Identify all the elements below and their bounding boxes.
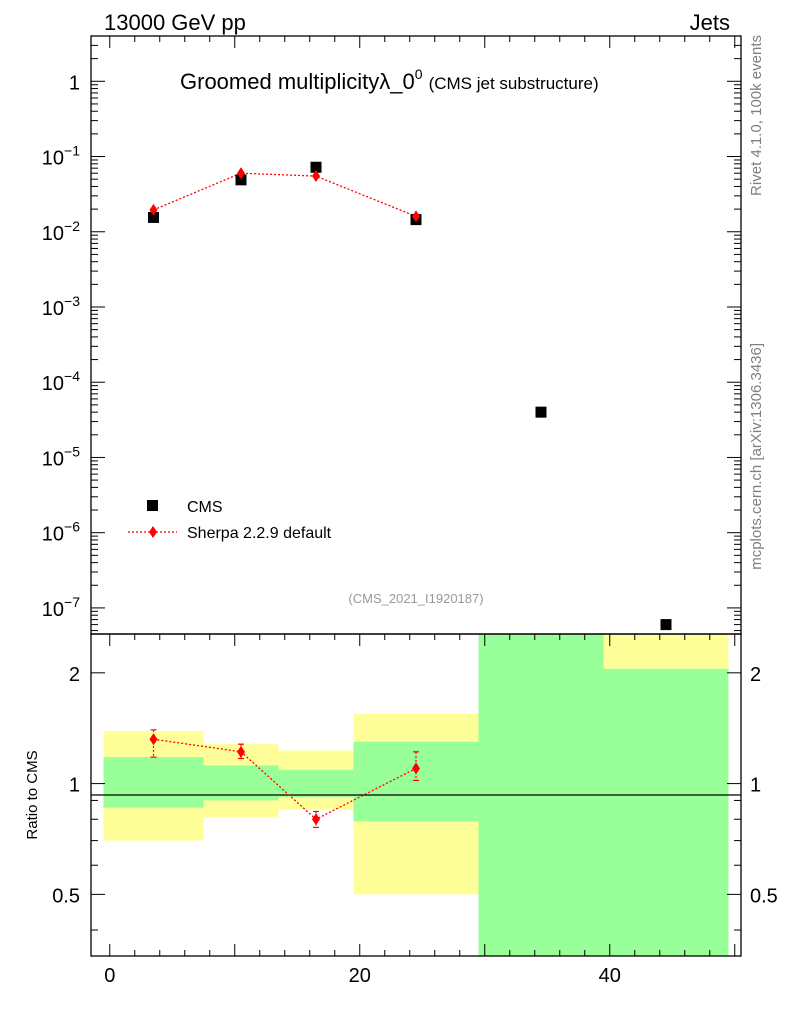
energy-label: 13000 GeV pp xyxy=(104,10,246,35)
ratio-point xyxy=(312,813,320,826)
top-plot-frame xyxy=(90,35,742,635)
sherpa-line xyxy=(153,172,417,218)
ratio-plot-frame xyxy=(90,633,742,957)
top-ytick-label-base: 10 xyxy=(42,448,64,470)
top-ytick-label-exp: −3 xyxy=(64,293,80,309)
legend-sherpa-label: Sherpa 2.2.9 default xyxy=(187,525,332,542)
xtick-label: 20 xyxy=(349,965,371,987)
ratio-ytick-label-left: 1 xyxy=(69,775,80,797)
x-axis-ticks: 0 20 40 xyxy=(104,36,736,987)
top-ytick-label-base: 10 xyxy=(42,223,64,245)
legend-sherpa-marker xyxy=(149,526,157,538)
top-ytick-label-base: 10 xyxy=(42,373,64,395)
xtick-label: 0 xyxy=(104,965,115,987)
title-main: Groomed multiplicity xyxy=(180,69,379,94)
top-ytick-label-exp: −7 xyxy=(64,594,80,610)
top-ytick-label: 10−3 xyxy=(42,293,80,320)
process-label: Jets xyxy=(690,10,730,35)
ratio-band-green xyxy=(103,757,204,808)
top-ytick-label-exp: −6 xyxy=(64,519,80,535)
ratio-point xyxy=(412,762,420,775)
top-ytick-label: 10−1 xyxy=(42,143,80,170)
cms-point xyxy=(148,211,159,223)
sherpa-point xyxy=(412,210,420,223)
title-note: (CMS jet substructure) xyxy=(429,74,599,93)
ratio-ylabel: Ratio to CMS xyxy=(24,750,41,839)
top-axis-ticks: 10−710−610−510−410−310−210−11 xyxy=(42,35,741,632)
xtick-label: 40 xyxy=(599,965,621,987)
top-ytick-label-base: 1 xyxy=(69,72,80,94)
ratio-series xyxy=(149,729,420,829)
sherpa-point xyxy=(149,203,158,216)
ratio-ytick-label-left: 0.5 xyxy=(52,885,80,907)
ratio-band-green xyxy=(278,769,354,797)
mcplots-label: mcplots.cern.ch [arXiv:1306.3436] xyxy=(748,343,765,570)
top-ytick-label-base: 10 xyxy=(42,599,64,621)
title-symbol: λ_0 xyxy=(379,69,414,94)
analysis-id: (CMS_2021_I1920187) xyxy=(348,591,483,606)
cms-point xyxy=(535,406,547,418)
top-ytick-label: 10−5 xyxy=(42,443,80,470)
top-ytick-label: 10−7 xyxy=(42,594,80,621)
legend-cms-marker xyxy=(147,500,158,511)
sherpa-point xyxy=(237,167,245,180)
ratio-ytick-label-right: 1 xyxy=(750,775,761,797)
ratio-axis-ticks: 0.5 0.5 1 1 2 2 xyxy=(52,664,778,931)
top-ytick-label-exp: −4 xyxy=(64,368,80,384)
ratio-ytick-label-right: 2 xyxy=(750,664,761,686)
top-series xyxy=(148,161,672,631)
ratio-point xyxy=(237,745,245,758)
top-ytick-label: 10−4 xyxy=(42,368,80,395)
title-superscript: 0 xyxy=(415,66,423,82)
ratio-point xyxy=(149,733,158,746)
cms-point xyxy=(660,619,672,631)
top-ytick-label: 10−6 xyxy=(42,519,80,546)
plot-title: Groomed multiplicityλ_00 (CMS jet substru… xyxy=(180,66,599,94)
ratio-ytick-label-right: 0.5 xyxy=(750,885,778,907)
sherpa-point xyxy=(312,170,320,183)
top-ytick-label: 1 xyxy=(69,72,80,94)
ratio-line xyxy=(153,738,417,821)
cms-point xyxy=(235,174,247,186)
rivet-label: Rivet 4.1.0, 100k events xyxy=(748,35,765,196)
top-ytick-label-base: 10 xyxy=(42,148,64,170)
top-ytick-label: 10−2 xyxy=(42,218,80,245)
top-ytick-label-exp: −1 xyxy=(64,143,80,159)
ratio-band-green xyxy=(353,741,479,822)
top-ytick-label-base: 10 xyxy=(42,298,64,320)
top-ytick-label-exp: −2 xyxy=(64,218,80,234)
top-ytick-label-exp: −5 xyxy=(64,443,80,459)
ratio-ytick-label-left: 2 xyxy=(69,664,80,686)
legend: CMS Sherpa 2.2.9 default xyxy=(128,499,332,542)
cms-point xyxy=(310,161,322,173)
ratio-band-green xyxy=(603,668,729,956)
top-ytick-label-base: 10 xyxy=(42,524,64,546)
legend-cms-label: CMS xyxy=(187,499,223,516)
